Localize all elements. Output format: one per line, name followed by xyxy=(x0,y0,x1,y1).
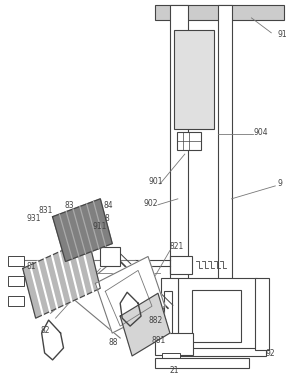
Text: 84: 84 xyxy=(103,201,113,210)
Bar xyxy=(167,348,266,356)
Bar xyxy=(8,296,24,306)
Text: 831: 831 xyxy=(39,206,53,215)
Text: 8: 8 xyxy=(104,214,109,223)
Text: 902: 902 xyxy=(143,199,157,208)
Bar xyxy=(155,5,284,20)
Text: 901: 901 xyxy=(148,177,163,186)
Bar xyxy=(164,291,172,337)
Polygon shape xyxy=(95,256,165,333)
Bar xyxy=(162,353,180,361)
Polygon shape xyxy=(53,199,112,261)
Text: 21: 21 xyxy=(170,366,179,375)
Bar xyxy=(155,304,163,316)
Polygon shape xyxy=(105,270,152,326)
Bar xyxy=(177,132,201,150)
Bar xyxy=(170,5,188,293)
Text: 911: 911 xyxy=(92,222,107,231)
Text: 91: 91 xyxy=(277,30,287,39)
Bar xyxy=(178,278,257,350)
Text: 882: 882 xyxy=(148,315,162,324)
Polygon shape xyxy=(120,293,170,356)
Text: 9: 9 xyxy=(277,179,282,188)
Bar xyxy=(8,276,24,286)
Bar xyxy=(174,30,214,129)
Bar xyxy=(155,358,249,368)
Text: 88: 88 xyxy=(108,338,118,347)
Bar xyxy=(192,290,241,342)
Text: 904: 904 xyxy=(254,128,268,137)
Bar xyxy=(8,256,24,267)
Bar xyxy=(100,247,120,267)
Text: 92: 92 xyxy=(265,349,275,358)
Bar xyxy=(255,278,269,350)
Bar xyxy=(218,5,232,293)
Text: 81: 81 xyxy=(27,262,36,271)
Text: 82: 82 xyxy=(41,326,50,335)
Text: 881: 881 xyxy=(152,335,166,344)
Bar xyxy=(161,278,178,350)
Bar xyxy=(155,333,193,355)
Text: 83: 83 xyxy=(64,201,74,210)
Text: 821: 821 xyxy=(170,242,184,251)
Polygon shape xyxy=(23,239,100,318)
Bar xyxy=(170,256,192,274)
Text: 931: 931 xyxy=(27,214,41,223)
